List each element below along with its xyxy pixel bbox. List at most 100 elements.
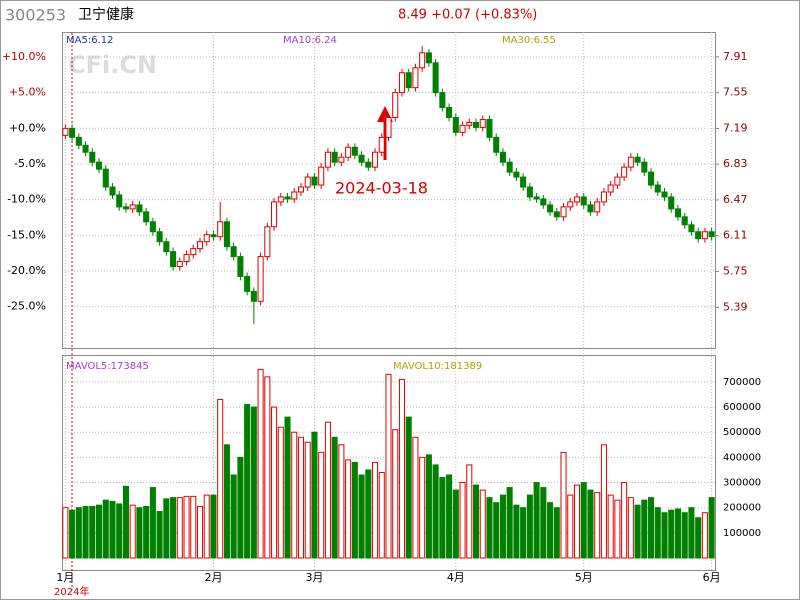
volume-bar <box>237 456 244 559</box>
candle-body <box>688 224 695 233</box>
volume-bar <box>459 482 466 559</box>
candle-body <box>648 171 655 186</box>
candle-body <box>170 251 177 268</box>
volume-bar <box>304 441 311 559</box>
candle-body <box>345 146 352 158</box>
candle-body <box>136 204 143 213</box>
volume-bar <box>594 492 601 559</box>
candle-body <box>250 290 257 302</box>
volume-bar <box>654 507 661 559</box>
candle-body <box>183 254 190 263</box>
y2-tick-label: 5.75 <box>723 264 748 277</box>
candle-body <box>621 166 628 178</box>
volume-bar <box>540 487 547 559</box>
candle-body <box>708 231 715 238</box>
candle-body <box>432 62 439 94</box>
y-tick-label: 100000 <box>723 528 761 539</box>
x-tick-label: 4月 <box>447 571 465 584</box>
candle-body <box>681 216 688 226</box>
stock-code: 300253 <box>5 6 66 25</box>
volume-bar <box>668 509 675 559</box>
candle-body <box>547 204 554 213</box>
y-tick-label: -5.0% <box>14 157 46 170</box>
y2-tick-label: 5.39 <box>723 300 748 313</box>
candle-body <box>304 176 311 188</box>
candle-body <box>580 196 587 206</box>
volume-bar <box>587 489 594 559</box>
candle-body <box>486 118 493 138</box>
candle-body <box>176 261 183 268</box>
y-tick-label: -10.0% <box>7 193 46 206</box>
candle-body <box>102 168 109 188</box>
volume-bar <box>69 509 76 559</box>
volume-bar <box>533 482 540 559</box>
volume-bar <box>277 426 284 559</box>
candle-body <box>446 107 453 118</box>
y-tick-label: -20.0% <box>7 264 46 277</box>
volume-bar <box>520 507 527 559</box>
candle-body <box>594 201 601 213</box>
y-tick-label: +10.0% <box>2 50 46 63</box>
candle-body <box>472 121 480 128</box>
volume-bar <box>634 504 641 559</box>
y2-tick-label: 6.83 <box>723 157 748 170</box>
legend-entry: MA30:6.55 <box>502 35 556 46</box>
candle-body <box>654 184 661 193</box>
candle-body <box>351 146 358 156</box>
volume-bar <box>526 494 533 559</box>
candle-body <box>641 161 648 173</box>
volume-bar <box>318 451 325 559</box>
candle-body <box>122 206 129 210</box>
y2-tick-label: 7.91 <box>723 50 748 63</box>
volume-bar <box>223 444 230 559</box>
volume-bar <box>264 376 271 559</box>
candle-body <box>607 184 614 193</box>
y-tick-label: 200000 <box>723 503 761 514</box>
candle-body <box>499 151 506 163</box>
candle-body <box>156 231 163 243</box>
volume-bar <box>621 482 628 559</box>
candle-body <box>506 161 513 173</box>
volume-bar <box>681 512 688 559</box>
candle-body <box>223 221 230 248</box>
stock-name: 卫宁健康 <box>78 6 134 23</box>
candle-body <box>405 72 412 89</box>
volume-bar <box>230 474 237 559</box>
candle-body <box>587 204 594 213</box>
volume-bar <box>102 499 109 559</box>
candle-body <box>520 176 527 188</box>
volume-bar <box>116 503 123 559</box>
volume-bar <box>82 505 89 559</box>
candle-body <box>540 198 547 206</box>
candle-body <box>257 256 264 302</box>
volume-bar <box>156 510 163 559</box>
candle-body <box>701 231 708 240</box>
volume-bar <box>351 461 358 559</box>
volume-bar <box>311 431 318 559</box>
volume-bar <box>170 497 177 559</box>
candle-body <box>661 191 668 198</box>
y-tick-label: 400000 <box>723 452 761 463</box>
candle-body <box>96 161 103 170</box>
volume-bar <box>358 474 365 559</box>
candle-body <box>695 231 702 240</box>
volume-bar <box>62 507 69 559</box>
volume-bar <box>432 464 439 559</box>
volume-bar <box>365 469 372 559</box>
y-tick-label: +5.0% <box>9 86 46 99</box>
volume-bar <box>385 373 392 559</box>
volume-bar <box>560 451 567 559</box>
volume-bar <box>600 444 607 559</box>
candle-body <box>89 151 96 163</box>
volume-bar <box>446 474 453 559</box>
candle-body <box>567 201 574 208</box>
candle-body <box>358 154 365 163</box>
candle-body <box>190 248 197 256</box>
y2-tick-label: 6.47 <box>723 193 748 206</box>
volume-panel <box>62 355 716 571</box>
volume-bar <box>648 497 655 559</box>
candle-body <box>365 161 372 168</box>
legend-entry: MA10:6.24 <box>283 35 337 46</box>
candle-body <box>116 194 123 208</box>
